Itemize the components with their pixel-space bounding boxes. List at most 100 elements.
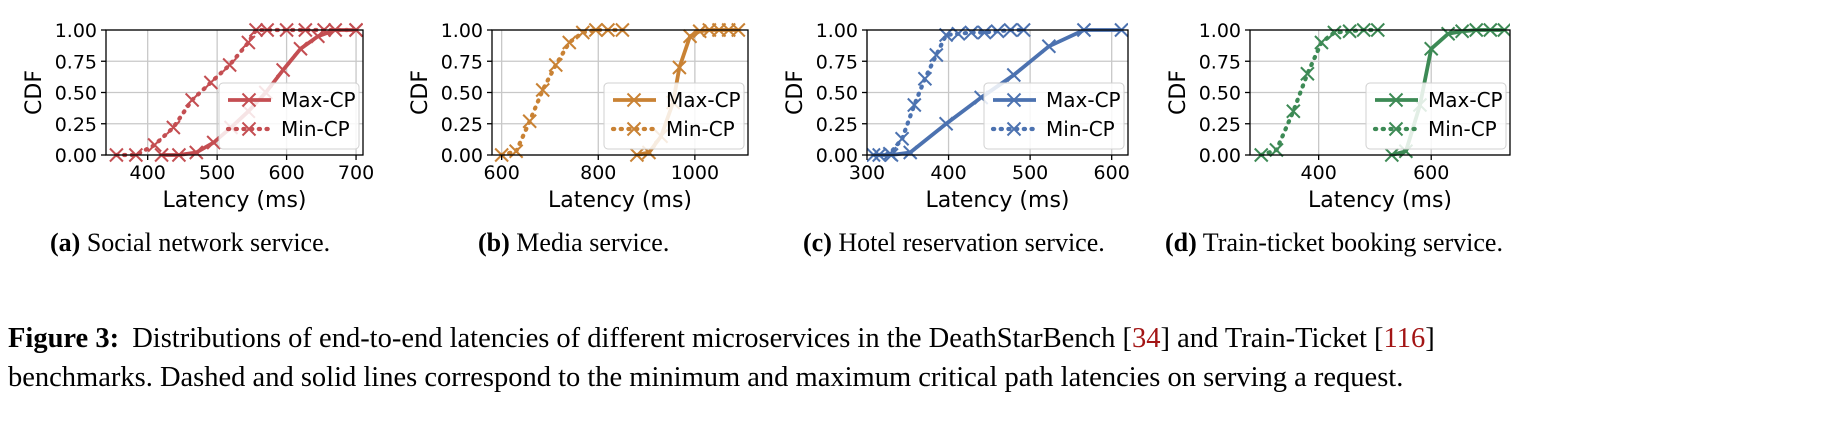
y-tick-label: 0.75 xyxy=(55,51,97,73)
data-point-marker xyxy=(1269,142,1284,158)
data-point-marker xyxy=(535,82,550,98)
figure-caption-line-1: Figure 3: Distributions of end-to-end la… xyxy=(8,323,1435,354)
y-axis-label: CDF xyxy=(408,70,433,115)
figure-caption-text-2: ] and Train-Ticket [ xyxy=(1161,323,1384,354)
legend-label-min-cp: Min-CP xyxy=(281,117,350,141)
y-tick-label: 0.50 xyxy=(55,83,97,105)
x-tick-label: 600 xyxy=(1413,162,1449,184)
subfigure-caption: (d) Train-ticket booking service. xyxy=(1165,228,1503,257)
x-axis-label: Latency (ms) xyxy=(162,188,306,213)
chart-panel-2: Max-CP Min-CP 0.00 0.25 0.50 0.75 1.00 600 800 10… xyxy=(408,20,749,257)
subfigure-caption-label: (c) xyxy=(803,228,832,257)
data-point-marker xyxy=(1300,66,1315,81)
subfigure-caption-text: Media service. xyxy=(510,228,670,257)
x-tick-label: 400 xyxy=(130,162,166,184)
legend-marker xyxy=(626,92,642,108)
subfigure-caption: (a) Social network service. xyxy=(50,228,330,257)
data-point-marker xyxy=(184,92,200,108)
legend-marker xyxy=(1006,92,1022,108)
data-point-marker xyxy=(903,145,918,160)
legend-label-max-cp: Max-CP xyxy=(1428,88,1503,112)
y-tick-label: 0.00 xyxy=(441,145,483,167)
data-point-marker xyxy=(894,131,910,146)
data-point-marker xyxy=(575,25,591,40)
data-point-marker xyxy=(929,47,944,63)
y-axis-label: CDF xyxy=(783,70,808,115)
subfigure-caption-label: (d) xyxy=(1165,228,1197,257)
legend-marker xyxy=(241,92,257,108)
figure-caption-ref-34: 34 xyxy=(1132,323,1161,354)
x-tick-label: 500 xyxy=(199,162,235,184)
data-point-marker xyxy=(522,114,537,129)
data-point-marker xyxy=(1327,25,1342,40)
y-tick-label: 0.75 xyxy=(816,51,858,73)
data-point-marker xyxy=(548,57,563,73)
y-tick-label: 0.50 xyxy=(1199,83,1241,105)
legend-marker xyxy=(1388,92,1404,108)
legend-marker xyxy=(626,121,642,137)
x-tick-label: 800 xyxy=(580,162,616,184)
data-point-marker xyxy=(562,35,577,50)
data-point-marker xyxy=(682,29,698,44)
data-point-marker xyxy=(1286,104,1301,119)
legend-marker xyxy=(1388,121,1404,137)
data-point-marker xyxy=(907,97,922,113)
legend: Max-CP Min-CP xyxy=(1365,82,1507,150)
y-tick-label: 0.50 xyxy=(816,83,858,105)
figure-caption-text-1: Distributions of end-to-end latencies of… xyxy=(132,323,1132,354)
legend-marker xyxy=(241,121,257,137)
y-tick-label: 0.00 xyxy=(1199,145,1241,167)
data-point-marker xyxy=(166,120,181,135)
data-point-marker xyxy=(1424,41,1439,56)
data-point-marker xyxy=(990,24,1005,39)
legend-label-max-cp: Max-CP xyxy=(666,88,741,112)
y-axis-label: CDF xyxy=(1166,70,1191,115)
data-point-marker xyxy=(964,25,979,40)
x-tick-label: 500 xyxy=(1012,162,1048,184)
data-point-marker xyxy=(206,135,221,150)
x-axis-label: Latency (ms) xyxy=(925,188,1069,213)
subfigure-caption-label: (b) xyxy=(478,228,510,257)
chart-panel-1: Max-CP Min-CP 0.00 0.25 0.50 0.75 1.00 400 500 60… xyxy=(22,20,374,257)
subfigure-caption-text: Hotel reservation service. xyxy=(832,228,1105,257)
y-tick-label: 1.00 xyxy=(55,20,97,42)
data-point-marker xyxy=(1342,24,1357,39)
x-tick-label: 1000 xyxy=(671,162,719,184)
legend-marker xyxy=(1006,121,1022,137)
subfigure-caption-text: Social network service. xyxy=(80,228,330,257)
data-point-marker xyxy=(938,27,954,43)
y-tick-label: 0.50 xyxy=(441,83,483,105)
data-point-marker xyxy=(203,75,219,90)
chart-panel-3: Max-CP Min-CP 0.00 0.25 0.50 0.75 1.00 300 400 50… xyxy=(783,20,1130,257)
x-tick-label: 300 xyxy=(849,162,885,184)
legend-label-min-cp: Min-CP xyxy=(1046,117,1115,141)
figure-caption-line-2: benchmarks. Dashed and solid lines corre… xyxy=(8,362,1403,393)
x-tick-label: 400 xyxy=(1301,162,1337,184)
data-point-marker xyxy=(293,41,308,56)
legend-label-min-cp: Min-CP xyxy=(1428,117,1497,141)
data-point-marker xyxy=(275,62,291,78)
y-tick-label: 0.00 xyxy=(816,145,858,167)
data-point-marker xyxy=(222,57,237,73)
data-point-marker xyxy=(1314,35,1329,50)
y-tick-label: 0.25 xyxy=(1199,114,1241,136)
y-tick-label: 0.75 xyxy=(441,51,483,73)
legend-label-min-cp: Min-CP xyxy=(666,117,735,141)
x-tick-label: 600 xyxy=(268,162,304,184)
data-point-marker xyxy=(672,60,687,75)
data-point-marker xyxy=(882,146,898,161)
chart-panel-4: Max-CP Min-CP 0.00 0.25 0.50 0.75 1.00 400 600 La… xyxy=(1165,20,1511,257)
subfigure-caption: (b) Media service. xyxy=(478,228,669,257)
y-tick-label: 0.75 xyxy=(1199,51,1241,73)
data-point-marker xyxy=(189,145,204,160)
y-tick-label: 1.00 xyxy=(1199,20,1241,42)
legend: Max-CP Min-CP xyxy=(218,82,360,150)
figure-caption-text-3: ] xyxy=(1425,323,1435,354)
data-point-marker xyxy=(977,25,992,40)
x-axis-label: Latency (ms) xyxy=(548,188,692,213)
legend: Max-CP Min-CP xyxy=(603,82,745,150)
data-point-marker xyxy=(938,116,954,131)
series-group xyxy=(867,22,1128,163)
y-tick-label: 0.00 xyxy=(55,145,97,167)
